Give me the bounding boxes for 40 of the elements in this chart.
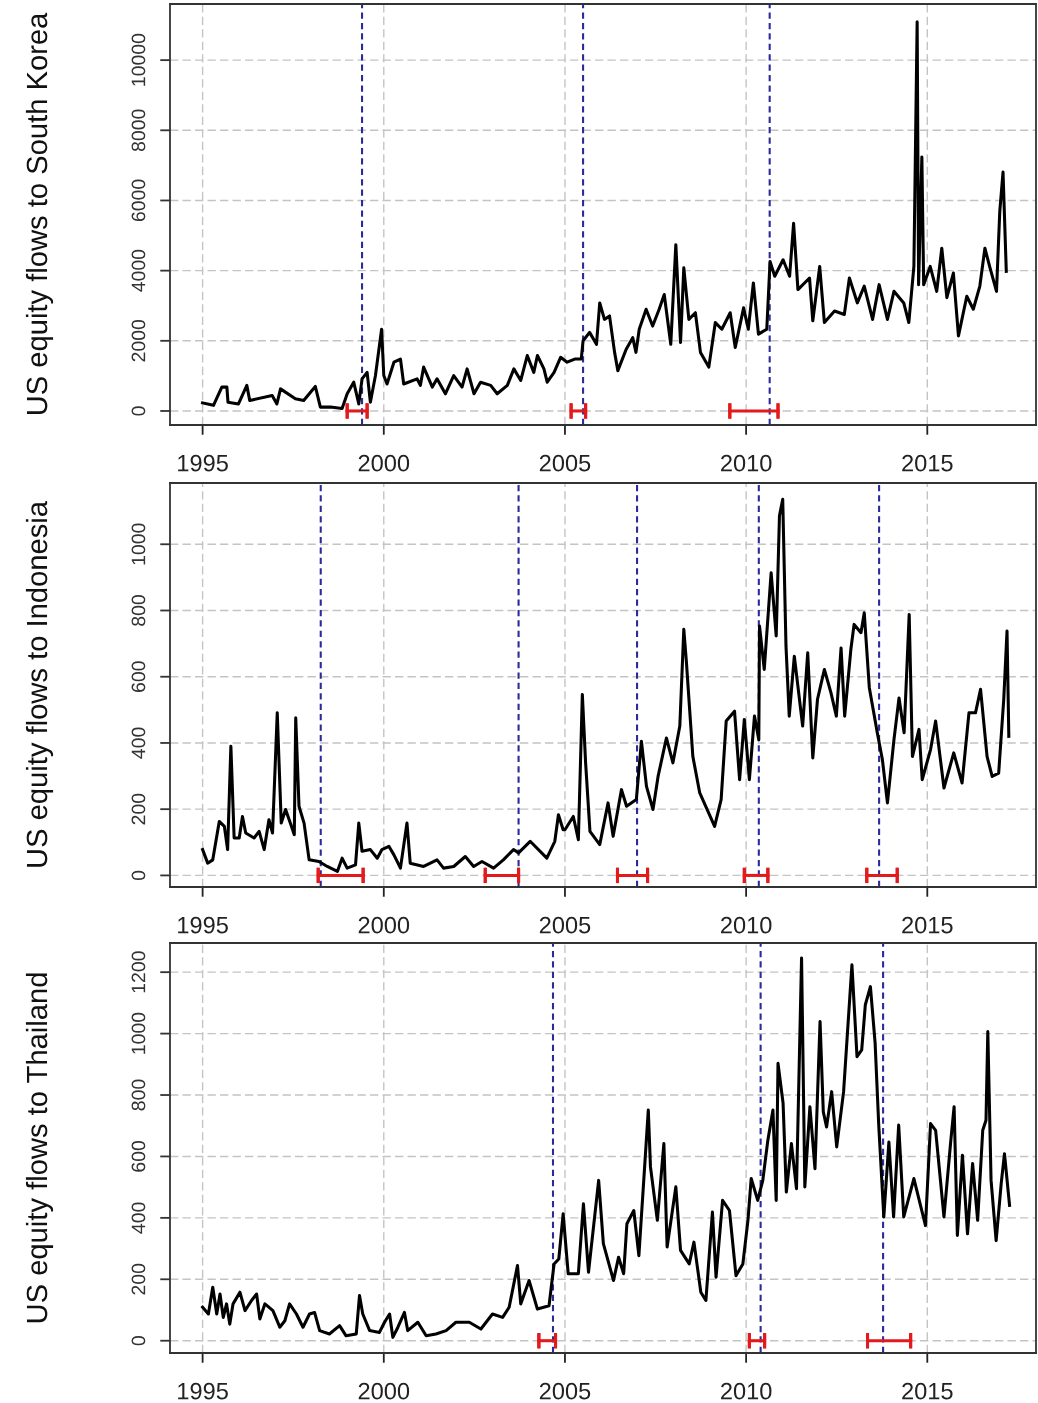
x-tick-label: 2015 — [902, 454, 953, 472]
line-series — [201, 956, 1012, 1339]
y-axis-title: US equity flows to South Korea — [25, 12, 54, 415]
y-tick-label: 1000 — [131, 1012, 146, 1054]
x-tick-label: 2010 — [721, 1382, 772, 1400]
y-tick-label: 200 — [131, 793, 146, 825]
x-tick-label: 2005 — [539, 1382, 591, 1400]
y-tick-label: 600 — [131, 1140, 146, 1172]
x-tick-label: 1995 — [178, 454, 228, 472]
x-tick-label: 1995 — [178, 916, 228, 934]
x-tick-label: 1995 — [178, 1382, 228, 1400]
y-tick-label: 4000 — [131, 249, 146, 292]
y-tick-label: 1000 — [131, 523, 146, 565]
x-tick-label: 2015 — [902, 916, 953, 934]
y-tick-label: 1200 — [131, 951, 146, 993]
y-tick-label: 8000 — [131, 109, 146, 152]
y-axis-title: US equity flows to Indonesia — [25, 500, 54, 867]
x-tick-label: 2010 — [721, 916, 772, 934]
line-series — [201, 20, 1008, 411]
y-tick-label: 800 — [131, 1079, 146, 1111]
x-tick-label: 2000 — [358, 916, 410, 934]
y-tick-label: 400 — [131, 727, 146, 759]
y-tick-label: 0 — [131, 1336, 146, 1346]
y-tick-label: 2000 — [131, 319, 146, 362]
y-tick-label: 0 — [131, 406, 146, 416]
x-tick-label: 2005 — [539, 916, 591, 934]
x-tick-label: 2015 — [902, 1382, 953, 1400]
x-tick-label: 2010 — [721, 454, 772, 472]
y-tick-label: 400 — [131, 1202, 146, 1234]
y-axis-title: US equity flows to Thailand — [25, 973, 54, 1323]
line-series — [201, 497, 1011, 873]
y-tick-label: 10000 — [131, 33, 146, 86]
x-tick-label: 2005 — [539, 454, 591, 472]
y-tick-label: 6000 — [131, 179, 146, 222]
x-tick-label: 2000 — [358, 454, 410, 472]
y-tick-label: 800 — [131, 595, 146, 626]
y-tick-label: 0 — [131, 870, 146, 881]
y-tick-label: 200 — [131, 1263, 146, 1295]
y-tick-label: 600 — [131, 661, 146, 692]
x-tick-label: 2000 — [358, 1382, 410, 1400]
